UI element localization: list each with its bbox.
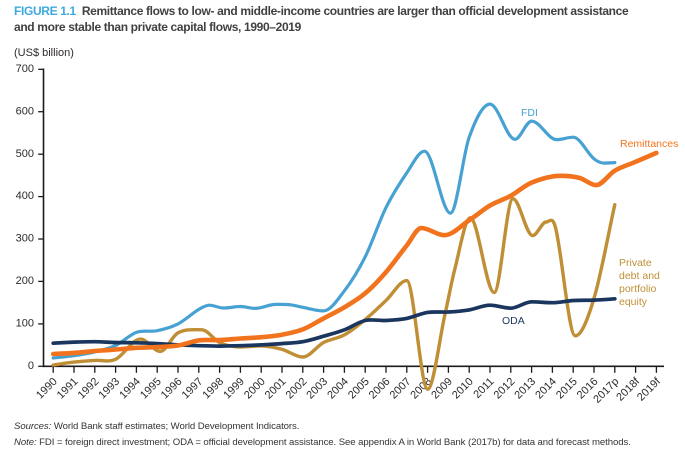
svg-text:2003: 2003 xyxy=(304,376,330,402)
svg-text:600: 600 xyxy=(16,105,34,117)
svg-text:FDI: FDI xyxy=(521,107,538,119)
svg-text:2007: 2007 xyxy=(388,376,414,402)
svg-text:1993: 1993 xyxy=(96,376,122,402)
svg-text:Remittances: Remittances xyxy=(620,138,678,150)
svg-text:100: 100 xyxy=(16,318,34,330)
svg-text:ODA: ODA xyxy=(502,315,525,327)
svg-text:1999: 1999 xyxy=(221,376,247,402)
svg-text:300: 300 xyxy=(16,233,34,245)
svg-text:debt and: debt and xyxy=(619,270,660,282)
svg-text:portfolio: portfolio xyxy=(619,283,657,295)
svg-text:2013: 2013 xyxy=(512,376,538,402)
svg-text:2012: 2012 xyxy=(492,376,518,402)
svg-text:500: 500 xyxy=(16,148,34,160)
svg-text:2001: 2001 xyxy=(263,376,289,402)
svg-text:2015: 2015 xyxy=(554,376,580,402)
svg-text:1994: 1994 xyxy=(117,376,143,402)
svg-text:1990: 1990 xyxy=(34,376,60,402)
svg-text:equity: equity xyxy=(619,296,648,308)
svg-text:2011: 2011 xyxy=(471,376,496,401)
svg-text:2000: 2000 xyxy=(242,376,268,402)
svg-text:1997: 1997 xyxy=(180,376,206,402)
svg-text:2006: 2006 xyxy=(367,376,393,402)
svg-text:2014: 2014 xyxy=(533,376,559,402)
svg-text:400: 400 xyxy=(16,190,34,202)
svg-text:2005: 2005 xyxy=(346,376,372,402)
svg-text:Private: Private xyxy=(619,257,652,269)
svg-text:1998: 1998 xyxy=(200,376,226,402)
svg-text:1992: 1992 xyxy=(76,376,102,402)
svg-text:1995: 1995 xyxy=(138,376,164,402)
svg-text:2019f: 2019f xyxy=(635,375,664,404)
svg-text:2002: 2002 xyxy=(284,376,310,402)
svg-text:700: 700 xyxy=(16,63,34,75)
svg-text:0: 0 xyxy=(28,360,34,372)
svg-text:200: 200 xyxy=(16,275,34,287)
svg-text:2010: 2010 xyxy=(450,376,476,402)
svg-text:2004: 2004 xyxy=(325,376,351,402)
svg-text:1991: 1991 xyxy=(55,376,81,402)
svg-text:1996: 1996 xyxy=(159,376,185,402)
